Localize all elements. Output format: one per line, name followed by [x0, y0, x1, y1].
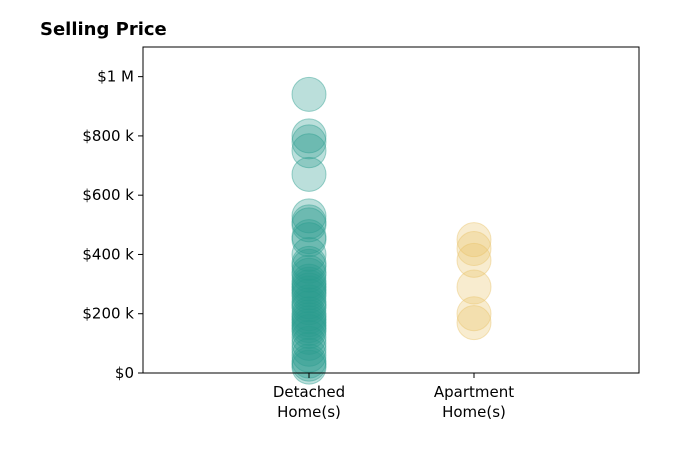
scatter-points — [291, 76, 492, 385]
chart-title: Selling Price — [40, 19, 167, 40]
scatter-point — [291, 222, 327, 258]
scatter-point — [291, 269, 327, 305]
scatter-point — [291, 156, 327, 192]
scatter-point — [291, 266, 327, 302]
scatter-point — [291, 219, 327, 255]
scatter-point — [291, 124, 327, 160]
x-tick-label: Apartment Home(s) — [434, 383, 514, 421]
scatter-point — [291, 302, 327, 338]
scatter-point — [291, 248, 327, 284]
scatter-point — [456, 231, 492, 267]
scatter-point — [456, 242, 492, 278]
scatter-point — [456, 305, 492, 341]
y-tick-label: $600 k — [82, 186, 134, 204]
scatter-point — [291, 343, 327, 379]
y-tick-label: $0 — [115, 364, 134, 382]
scatter-point — [291, 331, 327, 367]
scatter-point — [291, 296, 327, 332]
scatter-point — [291, 204, 327, 240]
scatter-point — [291, 245, 327, 281]
scatter-point — [291, 319, 327, 355]
scatter-point — [291, 287, 327, 323]
scatter-point — [291, 305, 327, 341]
scatter-point — [291, 207, 327, 243]
scatter-point — [291, 349, 327, 385]
scatter-point — [291, 278, 327, 314]
scatter-point — [456, 222, 492, 258]
scatter-point — [291, 275, 327, 311]
x-axis: Detached Home(s) Apartment Home(s) — [273, 373, 514, 421]
scatter-point — [291, 76, 327, 112]
scatter-point — [291, 325, 327, 361]
scatter-point — [291, 337, 327, 373]
y-tick-label: $800 k — [82, 127, 134, 145]
plot-area-frame — [142, 46, 640, 374]
scatter-point — [291, 308, 327, 344]
scatter-point — [291, 290, 327, 326]
scatter-point — [291, 236, 327, 272]
x-tick-label: Detached Home(s) — [273, 383, 345, 421]
scatter-point — [291, 314, 327, 350]
scatter-point — [291, 254, 327, 290]
scatter-point — [291, 299, 327, 335]
y-tick-label: $200 k — [82, 305, 134, 323]
scatter-point — [291, 198, 327, 234]
scatter-point — [456, 296, 492, 332]
y-tick-label: $1 M — [97, 68, 134, 86]
scatter-point — [456, 269, 492, 305]
scatter-point — [291, 272, 327, 308]
scatter-point — [291, 263, 327, 299]
scatter-point — [291, 311, 327, 347]
scatter-point — [291, 118, 327, 154]
scatter-point — [291, 257, 327, 293]
y-tick-label: $400 k — [82, 245, 134, 263]
scatter-point — [291, 284, 327, 320]
y-axis: $0 $200 k $400 k $600 k $800 k $1 M — [82, 68, 143, 382]
scatter-point — [291, 133, 327, 169]
